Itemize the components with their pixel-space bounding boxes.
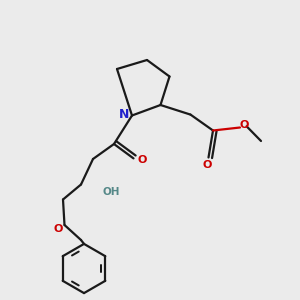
Text: OH: OH xyxy=(102,187,119,197)
Text: O: O xyxy=(137,155,147,165)
Text: N: N xyxy=(119,107,130,121)
Text: O: O xyxy=(53,224,63,234)
Text: O: O xyxy=(202,160,212,170)
Text: O: O xyxy=(240,120,249,130)
